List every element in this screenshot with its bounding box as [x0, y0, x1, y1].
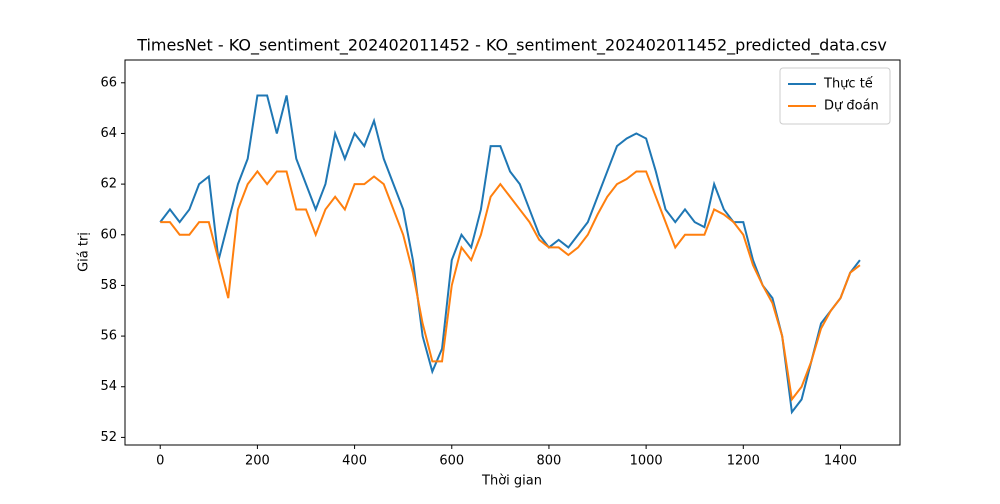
y-tick-label: 64	[100, 126, 117, 141]
x-tick-label: 1000	[630, 454, 663, 469]
x-tick-label: 1200	[727, 454, 760, 469]
x-tick-label: 200	[245, 454, 270, 469]
legend-label: Dự đoán	[824, 99, 879, 114]
data-line	[159, 94, 861, 415]
plot-frame	[124, 59, 901, 446]
x-tick-label: 400	[342, 454, 367, 469]
y-tick-label: 54	[100, 379, 117, 394]
data-line	[160, 169, 861, 402]
x-tick-label: 800	[537, 454, 562, 469]
x-tick-label: 1400	[824, 454, 857, 469]
y-tick-label: 66	[100, 75, 117, 90]
x-tick-label: 600	[439, 454, 464, 469]
y-tick-label: 58	[100, 278, 117, 293]
chart-title: TimesNet - KO_sentiment_202402011452 - K…	[136, 36, 887, 56]
x-axis-label: Thời gian	[481, 474, 542, 489]
x-tick-label: 0	[156, 454, 164, 469]
y-axis-label: Giá trị	[77, 232, 92, 272]
legend-label: Thực tế	[823, 77, 873, 92]
y-tick-label: 62	[100, 177, 117, 192]
y-tick-label: 52	[100, 430, 117, 445]
legend-box	[779, 67, 891, 125]
y-tick-label: 56	[100, 329, 117, 344]
y-tick-label: 60	[100, 227, 117, 242]
legend: Thực tế Dự đoán	[779, 67, 891, 125]
